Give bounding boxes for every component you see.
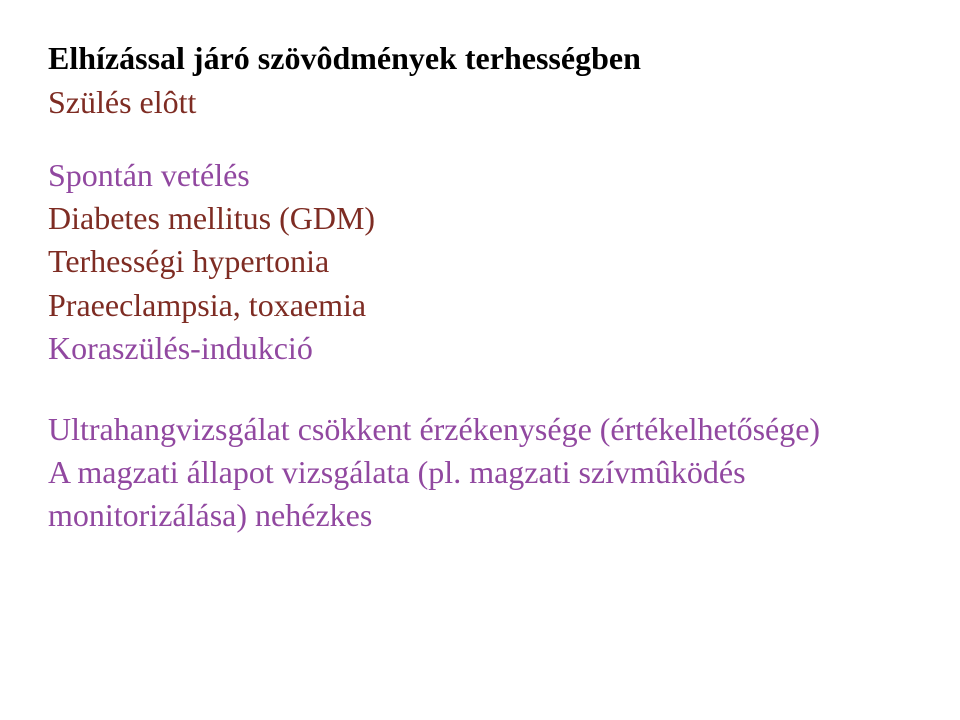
list-item: Spontán vetélés [48,154,912,197]
list-item: A magzati állapot vizsgálata (pl. magzat… [48,451,912,537]
list-item: Praeeclampsia, toxaemia [48,284,912,327]
list-item: Koraszülés-indukció [48,327,912,370]
list-item: Ultrahangvizsgálat csökkent érzékenysége… [48,408,912,451]
list-item: Terhességi hypertonia [48,240,912,283]
spacer [48,370,912,408]
list-item: Diabetes mellitus (GDM) [48,197,912,240]
slide-title: Elhízással járó szövôdmények terhességbe… [48,38,912,78]
slide-subtitle: Szülés elôtt [48,82,912,122]
